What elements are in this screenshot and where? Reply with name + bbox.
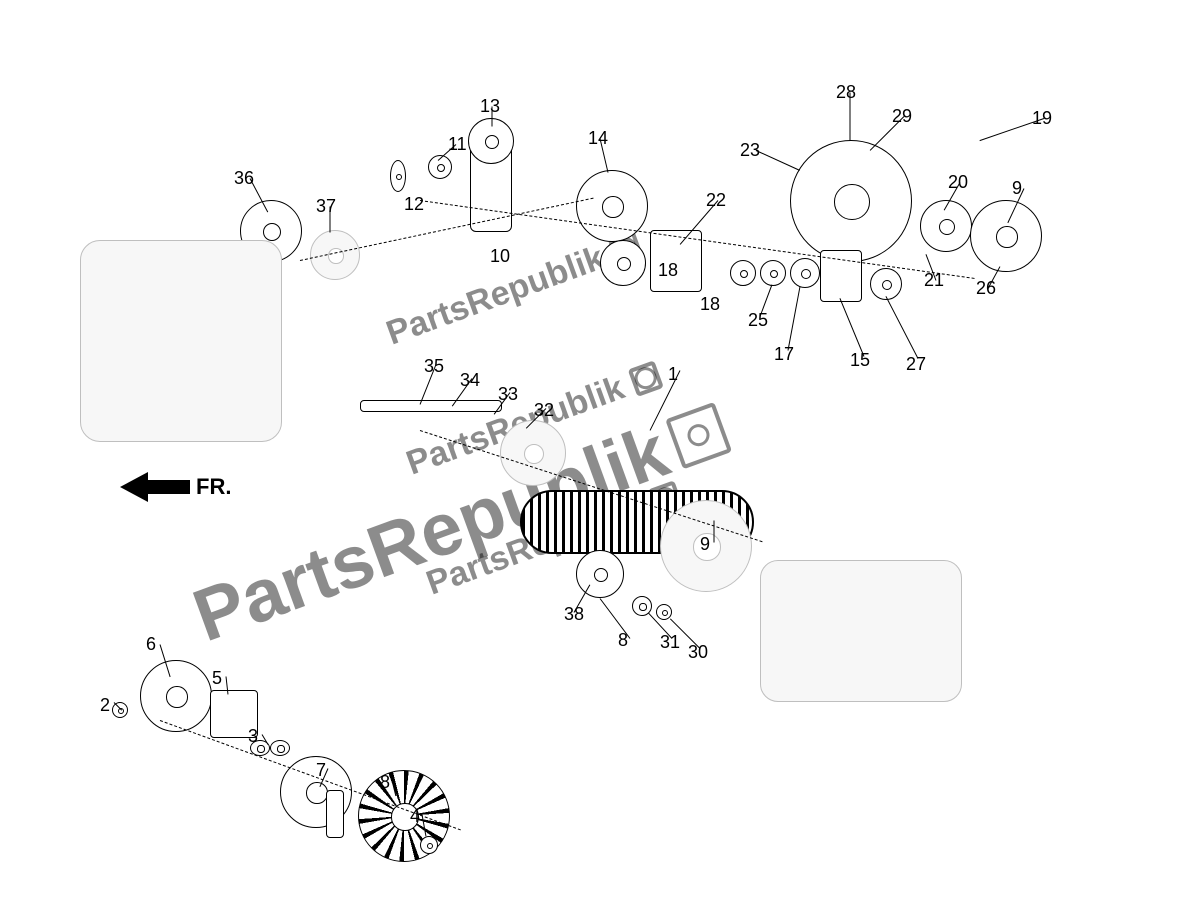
callout-33: 33	[498, 384, 518, 405]
callout-27: 27	[906, 354, 926, 375]
callout-35: 35	[424, 356, 444, 377]
callout-8: 8	[618, 630, 628, 651]
clutch-shoes	[790, 140, 912, 262]
pulley-32	[500, 420, 566, 486]
engine-block	[80, 240, 282, 442]
callout-38: 38	[564, 604, 584, 625]
callout-34: 34	[460, 370, 480, 391]
part-9-drum	[970, 200, 1042, 272]
part-12	[390, 160, 406, 192]
front-label: FR.	[196, 474, 231, 500]
part-25a	[730, 260, 756, 286]
callout-7: 7	[316, 760, 326, 781]
callout-14: 14	[588, 128, 608, 149]
callout-13: 13	[480, 96, 500, 117]
callout-2: 2	[100, 695, 110, 716]
callout-30: 30	[688, 642, 708, 663]
callout-25: 25	[748, 310, 768, 331]
part-37	[310, 230, 360, 280]
cvt-cover	[760, 560, 962, 702]
part-4-nut	[420, 836, 438, 854]
callout-23: 23	[740, 140, 760, 161]
callout-32: 32	[534, 400, 554, 421]
part-6-ramp	[140, 660, 212, 732]
part-14b	[600, 240, 646, 286]
callout-15: 15	[850, 350, 870, 371]
callout-19: 19	[1032, 108, 1052, 129]
part-8-washer	[576, 550, 624, 598]
callout-26: 26	[976, 278, 996, 299]
leader-line	[840, 298, 865, 356]
leader-line	[886, 296, 919, 358]
callout-8: 8	[380, 772, 390, 793]
callout-11: 11	[448, 134, 467, 155]
front-direction-arrow: FR.	[120, 472, 231, 502]
callout-21: 21	[924, 270, 944, 291]
callout-29: 29	[892, 106, 912, 127]
callout-28: 28	[836, 82, 856, 103]
callout-3: 3	[248, 726, 258, 747]
part-3b	[270, 740, 290, 756]
part-25b	[760, 260, 786, 286]
leader-line	[714, 521, 715, 543]
callout-6: 6	[146, 634, 156, 655]
leader-line	[788, 286, 801, 350]
callout-22: 22	[706, 190, 726, 211]
callout-18: 18	[658, 260, 678, 281]
callout-9: 9	[1012, 178, 1022, 199]
explode-guide	[300, 198, 594, 261]
watermark: PartsRepublik	[381, 226, 645, 354]
axis-35	[360, 400, 502, 412]
callout-20: 20	[948, 172, 968, 193]
callout-37: 37	[316, 196, 336, 217]
callout-5: 5	[212, 668, 222, 689]
callout-17: 17	[774, 344, 794, 365]
callout-9: 9	[700, 534, 710, 555]
callout-12: 12	[404, 194, 424, 215]
part-17	[790, 258, 820, 288]
callout-31: 31	[660, 632, 680, 653]
diagram-stage: FR. PartsRepublikPartsRepublikPartsRepub…	[0, 0, 1202, 902]
callout-4: 4	[410, 806, 420, 827]
callout-10: 10	[490, 246, 510, 267]
callout-18: 18	[700, 294, 720, 315]
callout-1: 1	[668, 364, 678, 385]
callout-36: 36	[234, 168, 254, 189]
part-7-boss	[326, 790, 344, 838]
